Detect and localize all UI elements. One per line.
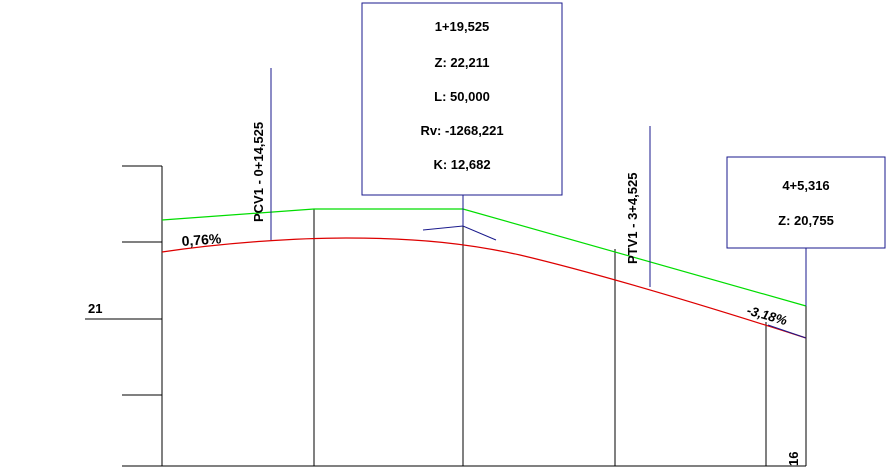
design-grade-line	[161, 208, 807, 307]
end-elevation: Z: 20,755	[778, 213, 834, 228]
elevation-axis	[85, 165, 806, 467]
grade-right-label: -3,18%	[745, 302, 789, 328]
piv-k-value: K: 12,682	[433, 157, 490, 172]
piv-length: L: 50,000	[434, 89, 490, 104]
grade-right-leader	[767, 324, 807, 339]
piv-info-box	[361, 2, 563, 196]
station-bottom-label: 16	[786, 452, 801, 466]
end-station: 4+5,316	[782, 178, 829, 193]
pcv-label: PCV1 - 0+14,525	[251, 122, 266, 222]
piv-symbol	[422, 225, 497, 241]
piv-station: 1+19,525	[435, 19, 490, 34]
ptv-label: PTV1 - 3+4,525	[625, 173, 640, 264]
piv-radius: Rv: -1268,221	[420, 123, 503, 138]
end-info-box	[726, 156, 886, 249]
grade-left-label: 0,76%	[181, 230, 222, 249]
terrain-line	[161, 237, 807, 339]
piv-elevation: Z: 22,211	[435, 55, 490, 70]
station-lines	[313, 209, 807, 466]
elevation-label: 21	[88, 301, 102, 316]
